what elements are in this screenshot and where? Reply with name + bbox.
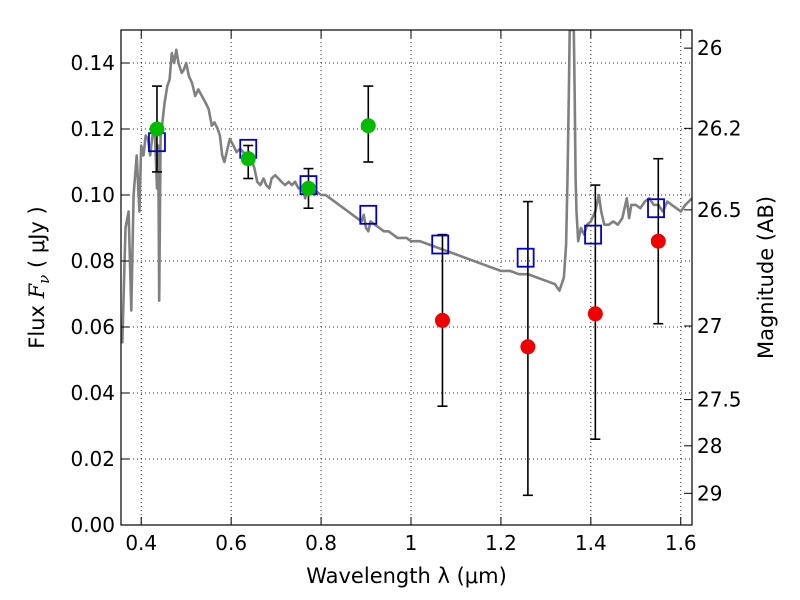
observed-point-green: [360, 118, 376, 134]
x-tick-label: 1: [405, 531, 418, 555]
y-tick-label: 0.10: [70, 183, 115, 207]
model-spectrum-layer: [121, 30, 692, 344]
observed-point-green: [149, 121, 165, 137]
y-axis-label-symbol: F: [25, 282, 49, 299]
observed-point-green: [240, 151, 256, 167]
y-tick-label: 0.14: [70, 51, 115, 75]
x-tick-label: 0.6: [215, 531, 247, 555]
right-tick-label: 27: [697, 314, 722, 338]
x-tick-label: 1.2: [485, 531, 517, 555]
x-tick-label: 0.8: [305, 531, 337, 555]
x-tick-label: 1.4: [575, 531, 607, 555]
axis-labels: Wavelength λ (μm) Flux Fν ( μJy ) Magnit…: [25, 196, 778, 588]
y-tick-label: 0.00: [70, 513, 115, 537]
model-photometry-square: [584, 224, 602, 245]
model-photometry-square: [516, 247, 535, 268]
y-tick-label: 0.06: [70, 315, 115, 339]
x-tick-label: 1.6: [665, 531, 697, 555]
x-tick-label: 0.4: [125, 531, 157, 555]
y-axis-label-prefix: Flux: [25, 298, 49, 348]
observed-point-green: [300, 180, 316, 196]
observed-point-red: [520, 339, 536, 355]
model-photometry-square: [647, 198, 665, 219]
y-axis-label-suffix: ( μJy ): [25, 206, 49, 274]
right-tick-label: 26.5: [697, 198, 742, 222]
observed-point-red: [587, 306, 603, 322]
y-tick-label: 0.12: [70, 117, 115, 141]
observed-point-red: [650, 233, 666, 249]
y-axis-label-subscript: ν: [35, 275, 53, 284]
right-tick-label: 26.2: [697, 116, 742, 140]
right-tick-label: 28: [697, 434, 722, 458]
y-axis-label: Flux Fν ( μJy ): [25, 206, 53, 348]
model-spectrum-line: [121, 30, 692, 344]
right-axis-label: Magnitude (AB): [754, 196, 778, 359]
grid: [121, 30, 692, 526]
model-photometry-square: [359, 204, 378, 225]
observed-point-red: [434, 312, 450, 328]
axis-ticks: 0.4 0.6 0.8 1 1.2 1.4 1.6 0.00 0.02 0.04 0.06 0.08 0…: [70, 30, 742, 555]
markers: [148, 118, 666, 355]
y-tick-label: 0.04: [70, 381, 115, 405]
right-tick-label: 29: [697, 481, 722, 505]
model-photometry-square: [431, 234, 450, 255]
right-tick-label: 26: [697, 36, 722, 60]
y-tick-label: 0.02: [70, 447, 115, 471]
plot-frame: [120, 29, 693, 526]
x-axis-label: Wavelength λ (μm): [306, 564, 507, 588]
right-tick-label: 27.5: [697, 388, 742, 412]
y-tick-label: 0.08: [70, 249, 115, 273]
